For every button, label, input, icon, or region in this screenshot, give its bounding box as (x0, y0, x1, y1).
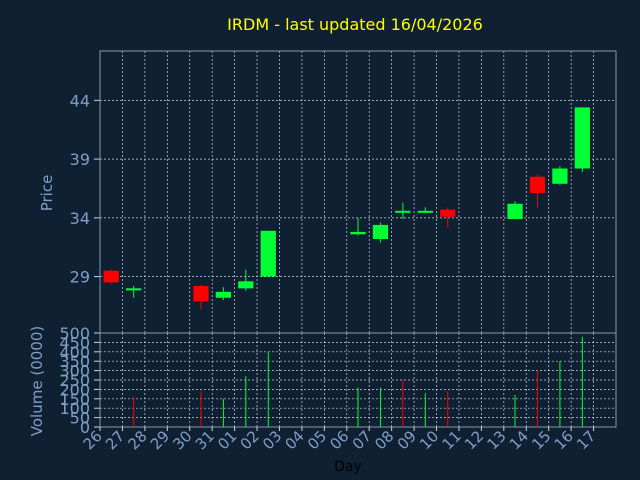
candle-body (215, 291, 232, 298)
price-panel: 29 34 39 44 (70, 50, 617, 334)
volume-tick-label: 400 (59, 343, 90, 362)
price-tick-label: 44 (70, 91, 90, 110)
volume-tick-label: 500 (59, 324, 90, 343)
candle-16 (574, 107, 590, 173)
candle-13 (507, 201, 523, 220)
candle-06 (350, 217, 366, 236)
candle-15 (552, 166, 568, 185)
candle-14 (529, 174, 546, 208)
candle-27 (126, 286, 142, 298)
candle-body (552, 168, 568, 184)
volume-tick-label: 350 (59, 352, 90, 371)
price-tick-label: 39 (70, 150, 90, 169)
price-tick-label: 29 (70, 268, 90, 287)
volume-tick-label: 200 (59, 380, 90, 399)
candle-body (372, 224, 389, 239)
candle-body (103, 270, 119, 283)
candle-body (529, 176, 546, 194)
volume-tick-label: 100 (59, 399, 90, 418)
candle-body (126, 288, 142, 291)
candle-26 (103, 269, 119, 284)
candle-08 (395, 202, 411, 220)
volume-tick-label: 250 (59, 371, 90, 390)
chart-title: IRDM - last updated 16/04/2026 (227, 15, 483, 34)
candle-body (350, 231, 366, 235)
volume-panel: 0501001502002503003504004505002627282930… (59, 324, 617, 453)
candle-body (507, 203, 523, 220)
candle-09 (417, 207, 433, 214)
candle-body (193, 286, 209, 302)
candle-body (395, 210, 411, 213)
candle-body (238, 281, 254, 289)
candle-02 (260, 230, 276, 277)
candle-07 (372, 222, 389, 243)
price-axis-label: Price (38, 175, 56, 212)
volume-tick-label: 300 (59, 362, 90, 381)
candle-30 (193, 284, 209, 310)
volume-tick-label: 150 (59, 390, 90, 409)
candle-body (574, 107, 590, 169)
volume-tick-label: 0 (80, 418, 90, 437)
candle-01 (238, 269, 254, 291)
volume-axis-label: Volume (0000) (28, 326, 46, 436)
volume-tick-label: 450 (59, 333, 90, 352)
candle-body (260, 230, 276, 277)
candle-body (417, 210, 433, 213)
price-tick-label: 34 (70, 209, 90, 228)
candle-body (440, 209, 456, 217)
x-axis-label: Day (334, 459, 362, 475)
candle-31 (215, 287, 232, 301)
volume-tick-label: 50 (70, 409, 90, 428)
day-tick-label: 17 (573, 427, 599, 453)
candle-10 (440, 207, 456, 228)
